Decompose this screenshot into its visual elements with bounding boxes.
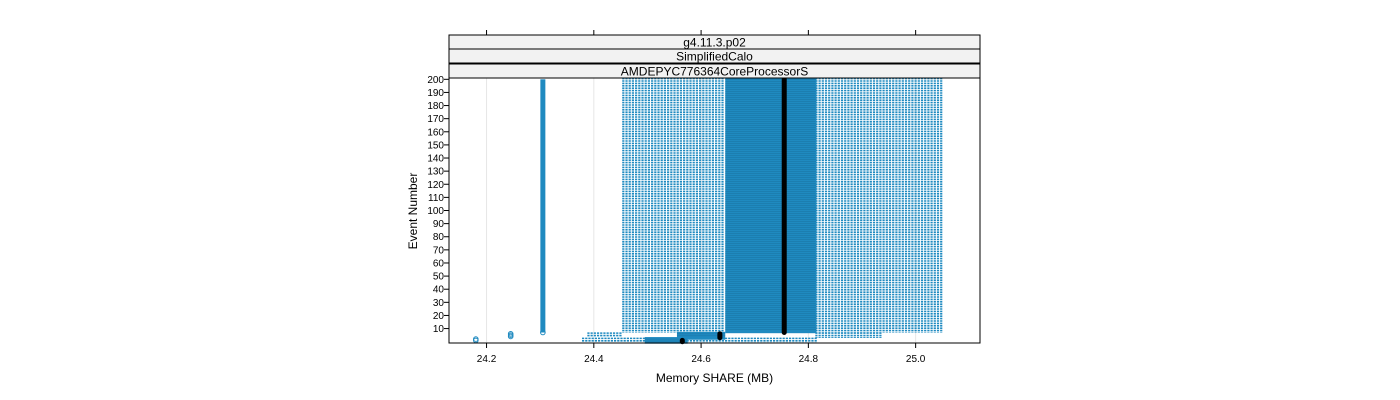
data-band-dotted [581, 337, 645, 342]
y-tick-label: 140 [427, 154, 444, 165]
y-tick-label: 50 [433, 272, 445, 283]
y-tick-label: 170 [427, 114, 444, 125]
y-tick-label: 80 [433, 232, 445, 243]
x-tick-label: 24.4 [584, 354, 604, 365]
y-axis: 10 20 30 40 50 60 70 80 90 100 110 120 130 140 150 160 1… [427, 75, 449, 335]
data-band-dense-texture [725, 79, 817, 330]
y-tick-label: 150 [427, 140, 444, 151]
data-band-dotted [587, 332, 622, 337]
x-tick-label: 25.0 [906, 354, 926, 365]
x-axis-title: Memory SHARE (MB) [656, 371, 773, 385]
strip-2-label: SimplifiedCalo [676, 50, 753, 64]
data-point [540, 329, 546, 336]
y-tick-label: 180 [427, 101, 444, 112]
data-layer [473, 77, 943, 344]
y-tick-label: 110 [428, 193, 444, 204]
data-band-dotted [815, 332, 882, 338]
y-tick-label: 10 [433, 324, 445, 335]
x-tick-label: 24.8 [799, 354, 819, 365]
y-tick-label: 120 [427, 180, 444, 191]
y-tick-label: 60 [433, 258, 445, 269]
strip-3-bg [448, 63, 981, 79]
y-tick-label: 100 [427, 206, 444, 217]
y-tick-label: 160 [427, 127, 444, 138]
strip-1-label: g4.11.3.p02 [683, 36, 746, 50]
data-band-dotted [622, 77, 724, 333]
highlight-layer [679, 76, 787, 345]
data-band-dotted [815, 77, 943, 333]
x-axis: 24.2 24.4 24.6 24.8 25.0 [477, 30, 926, 365]
strip-3-label: AMDEPYC776364CoreProcessorS [621, 65, 808, 79]
y-tick-label: 20 [433, 311, 445, 322]
x-tick-label: 24.6 [691, 354, 711, 365]
y-tick-label: 130 [427, 167, 444, 178]
data-point [507, 331, 514, 337]
data-column [540, 79, 546, 333]
data-band-dotted [686, 337, 817, 344]
y-tick-label: 40 [433, 285, 445, 296]
y-axis-title: Event Number [406, 173, 420, 250]
y-tick-label: 90 [433, 219, 445, 230]
data-band-dense [644, 337, 688, 344]
strip-2-bg [448, 48, 981, 64]
x-tick-label: 24.2 [477, 354, 497, 365]
data-band-dense-texture [676, 333, 726, 337]
data-point [473, 336, 479, 342]
strip-headers: g4.11.3.p02 SimplifiedCalo AMDEPYC776364… [448, 34, 981, 79]
y-tick-label: 30 [433, 298, 445, 309]
y-tick-label: 190 [427, 88, 444, 99]
y-tick-label: 200 [427, 75, 444, 86]
y-tick-label: 70 [433, 245, 445, 256]
